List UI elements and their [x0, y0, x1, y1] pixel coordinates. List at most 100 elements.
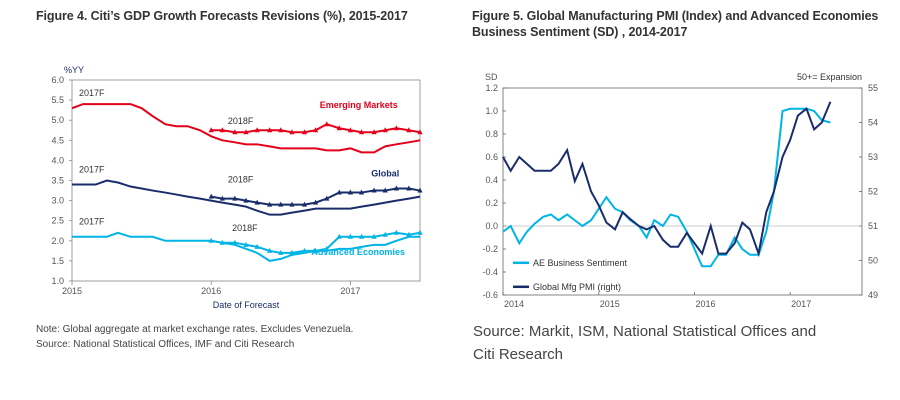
figure-5-source-line-1: Source: Markit, ISM, National Statistica…	[473, 323, 817, 340]
series-marker	[278, 201, 284, 207]
series-marker	[267, 127, 273, 133]
y-tick-label: 1.0	[485, 106, 498, 116]
series-marker	[382, 127, 388, 133]
y-tick-label: 1.0	[51, 276, 64, 286]
figure-5-chart: -0.6 -0.4 -0.2 0.0 0.2 0.4 0.6 0.8 1.0 1.2SD 49 50 5…	[482, 72, 878, 309]
series-marker	[406, 127, 412, 133]
legend-label: AE Business Sentiment	[533, 258, 628, 268]
series-marker	[289, 201, 295, 207]
y-tick-label: 3.0	[51, 196, 64, 206]
series-line-2	[72, 179, 421, 216]
figure-5-title-line-2: Business Sentiment (SD) , 2014-2017	[472, 25, 688, 39]
series-marker	[382, 231, 388, 237]
series-marker	[371, 233, 377, 239]
series-marker	[254, 243, 260, 249]
series-line-1	[502, 101, 832, 258]
series-marker	[232, 195, 238, 201]
series-marker	[232, 239, 238, 245]
y-tick-label: 1.5	[51, 256, 64, 266]
series-marker	[393, 125, 399, 131]
series-marker	[358, 189, 365, 195]
y-tick-label: 2.5	[51, 216, 64, 226]
series-marker	[232, 129, 238, 135]
figure-4-title: Figure 4. Citi’s GDP Growth Forecasts Re…	[36, 9, 408, 23]
series-marker	[289, 249, 295, 255]
y2-tick-label: 51	[868, 221, 878, 231]
series-marker	[267, 247, 273, 253]
x-tick-label: 2017	[791, 299, 811, 309]
x-tick-label: 2015	[600, 299, 620, 309]
series-marker	[267, 201, 273, 207]
annotation-label: Advanced Economies	[311, 247, 405, 257]
x-tick-label: 2017	[340, 286, 360, 296]
y-tick-label: 0.8	[485, 129, 498, 139]
annotation-label: Emerging Markets	[320, 100, 398, 110]
series-marker	[417, 229, 423, 235]
x-tick-label: 2016	[695, 299, 715, 309]
x-tick-label: 2014	[504, 299, 524, 309]
series-marker	[219, 239, 225, 245]
series-marker	[324, 245, 330, 251]
y2-axis-label: 50+= Expansion	[797, 72, 862, 82]
series-marker	[324, 195, 330, 201]
series-marker	[417, 129, 423, 135]
y-axis-label: %YY	[64, 65, 84, 75]
series-marker	[243, 241, 249, 247]
y2-tick-label: 53	[868, 152, 878, 162]
figure-5-title: Figure 5. Global Manufacturing PMI (Inde…	[472, 8, 892, 40]
series-line-0	[502, 107, 831, 268]
x-axis-label: Date of Forecast	[213, 300, 280, 310]
series-marker	[336, 125, 342, 131]
series-marker	[371, 129, 377, 135]
series-marker	[347, 233, 353, 239]
x-tick-label: 2015	[62, 286, 82, 296]
y2-tick-label: 54	[868, 118, 878, 128]
series-marker	[417, 187, 423, 193]
y-tick-label: 5.5	[51, 95, 64, 105]
y-tick-label: 6.0	[51, 75, 64, 85]
series-marker	[243, 197, 249, 203]
figure-5-title-line-1: Figure 5. Global Manufacturing PMI (Inde…	[472, 9, 879, 23]
series-marker	[301, 129, 308, 135]
series-marker	[393, 229, 399, 235]
y-tick-label: 1.2	[485, 83, 498, 93]
y-tick-label: 0.6	[485, 152, 498, 162]
y-tick-label: -0.6	[482, 290, 498, 300]
series-marker	[301, 247, 308, 253]
series-marker	[243, 129, 249, 135]
series-marker	[382, 187, 388, 193]
series-marker	[347, 127, 353, 133]
series-line-0	[71, 103, 421, 154]
y-axis-label: SD	[485, 72, 498, 82]
series-marker	[406, 231, 412, 237]
y2-tick-label: 50	[868, 256, 878, 266]
figure-4-chart: %YY 1.0 1.5 2.0 2.5 3.0 3.5 4.0 4.5 5.0 5.5 6.0 2015…	[51, 65, 423, 310]
figure-4-note-line-1: Note: Global aggregate at market exchang…	[36, 324, 354, 335]
figure-4-source-line: Source: National Statistical Offices, IM…	[36, 339, 295, 350]
series-marker	[358, 129, 365, 135]
series-marker	[278, 249, 284, 255]
y-tick-label: 0.4	[485, 175, 498, 185]
series-marker	[208, 127, 214, 133]
annotation-label: 2017F	[79, 164, 105, 174]
series-marker	[301, 201, 308, 207]
annotation-label: 2018F	[232, 223, 258, 233]
series-marker	[254, 127, 260, 133]
figure-5-source-line-2: Citi Research	[473, 346, 564, 363]
series-marker	[358, 233, 365, 239]
series-marker	[336, 189, 342, 195]
series-marker	[371, 187, 377, 193]
x-tick-label: 2016	[201, 286, 221, 296]
y2-tick-label: 52	[868, 187, 878, 197]
annotation-label: 2017F	[79, 217, 105, 227]
y2-tick-label: 55	[868, 83, 878, 93]
y-tick-label: -0.4	[482, 267, 498, 277]
series-marker	[324, 121, 330, 127]
annotation-label: 2018F	[228, 116, 254, 126]
series-marker	[406, 185, 412, 191]
y-tick-label: 4.5	[51, 135, 64, 145]
legend-label: Global Mfg PMI (right)	[533, 282, 621, 292]
series-marker	[278, 127, 284, 133]
series-marker	[313, 127, 319, 133]
figure-4-note: Note: Global aggregate at market exchang…	[36, 322, 353, 352]
